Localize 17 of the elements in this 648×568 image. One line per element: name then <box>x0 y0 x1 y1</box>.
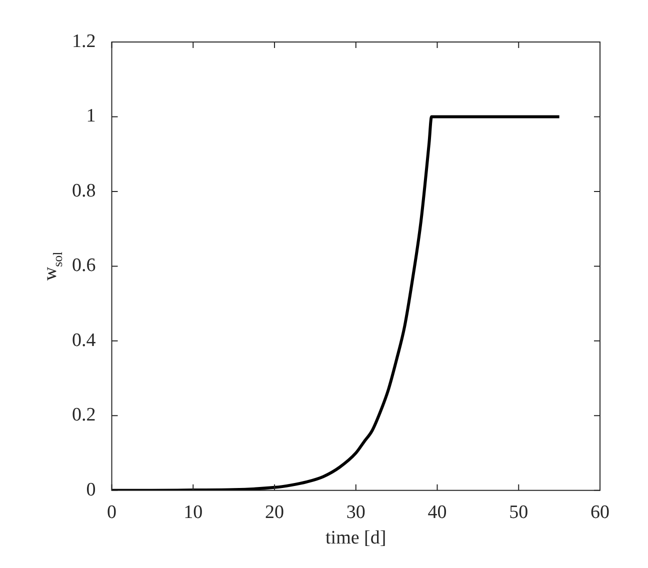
x-tick-label: 60 <box>590 502 610 523</box>
x-axis-title: time [d] <box>326 528 386 549</box>
y-tick-label: 0.8 <box>72 180 96 202</box>
x-tick-label: 40 <box>428 502 447 523</box>
y-tick-label: 1.2 <box>72 30 96 52</box>
y-tick-label: 0.2 <box>72 404 96 426</box>
line-series <box>112 115 561 490</box>
x-tick-label: 20 <box>265 502 284 523</box>
x-tick-label: 30 <box>346 502 366 523</box>
y-tick-label: 0.4 <box>72 330 96 351</box>
y-axis-title: wsol <box>40 251 65 281</box>
x-tick-label: 50 <box>509 502 528 523</box>
y-tick-label: 0.6 <box>72 255 96 276</box>
y-tick-label: 1 <box>86 106 96 127</box>
x-tick-label: 0 <box>107 502 116 523</box>
y-tick-label: 0 <box>86 479 96 500</box>
x-tick-label: 10 <box>184 502 203 523</box>
